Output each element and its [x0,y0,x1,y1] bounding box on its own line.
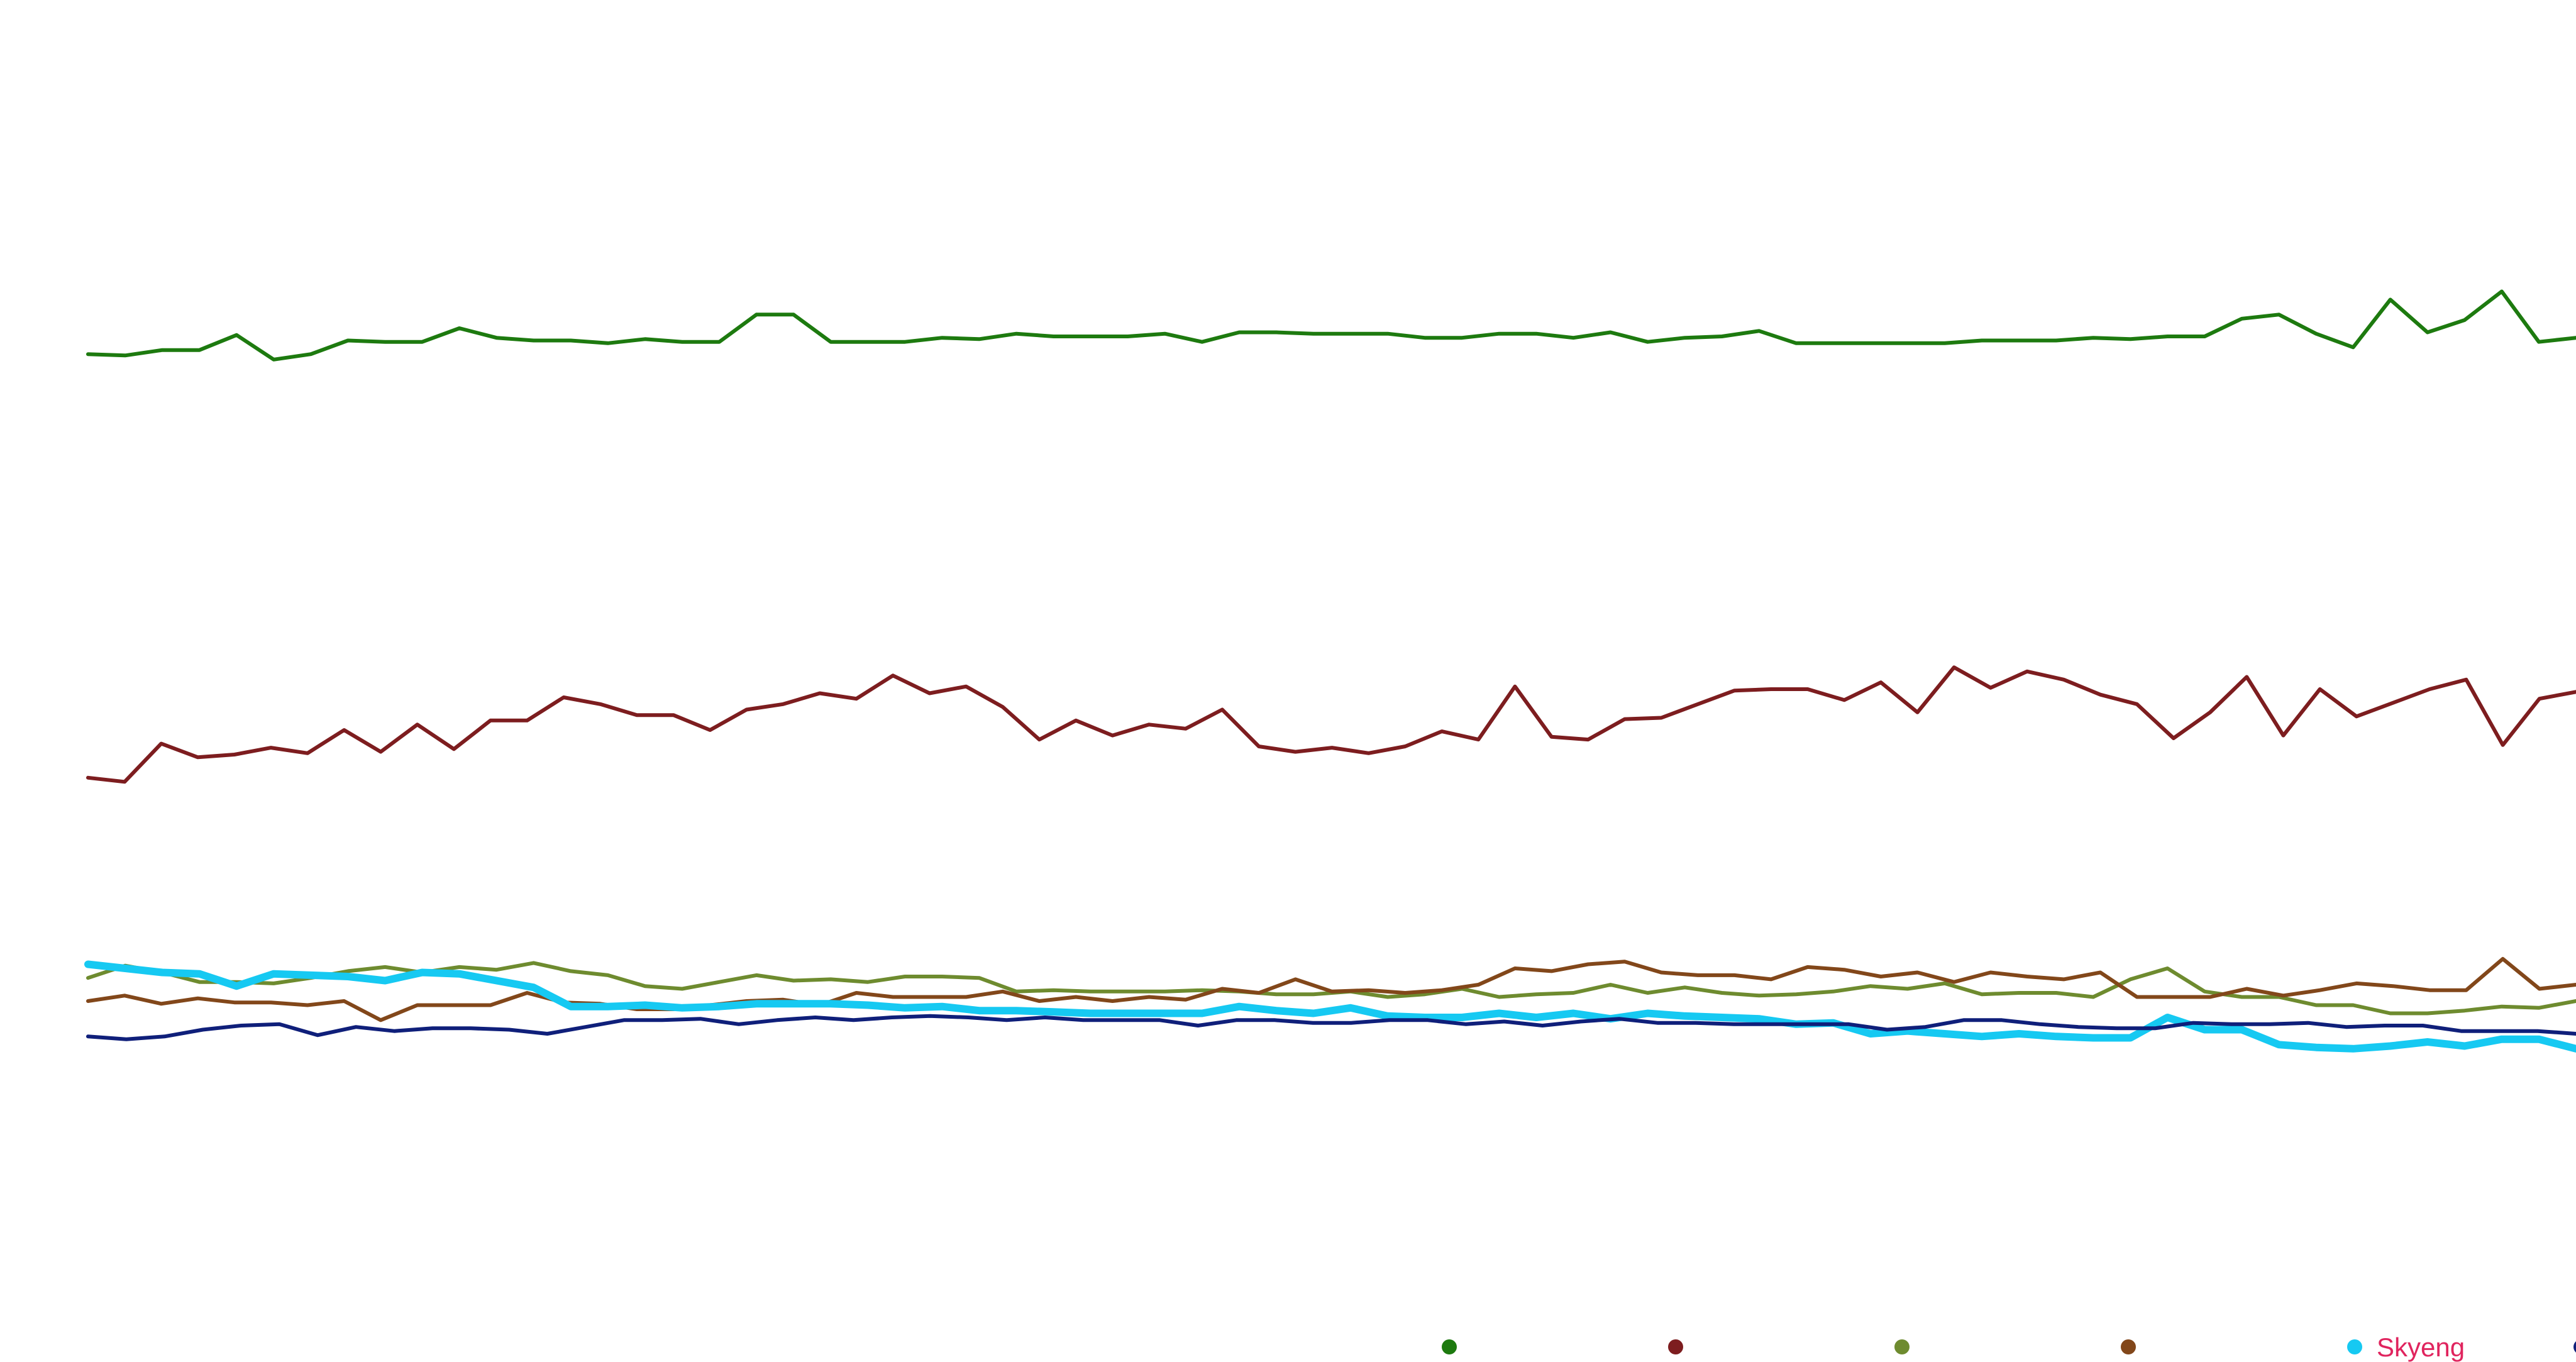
legend-marker-4 [2347,1339,2362,1354]
legend-marker-0 [1442,1339,1457,1354]
legend-marker-1 [1668,1339,1683,1354]
series-line-3 [86,956,2576,1022]
series-line-4 [84,960,2576,1053]
series-line-5 [86,1014,2576,1041]
legend-marker-5 [2573,1341,2576,1353]
legend: Skyeng [1442,1332,2576,1362]
legend-label-4: Skyeng [2377,1332,2465,1362]
series-line-1 [86,665,2576,784]
series-line-0 [86,289,2576,362]
legend-marker-2 [1894,1339,1910,1354]
series-layer [84,289,2576,1053]
legend-marker-3 [2121,1339,2136,1354]
